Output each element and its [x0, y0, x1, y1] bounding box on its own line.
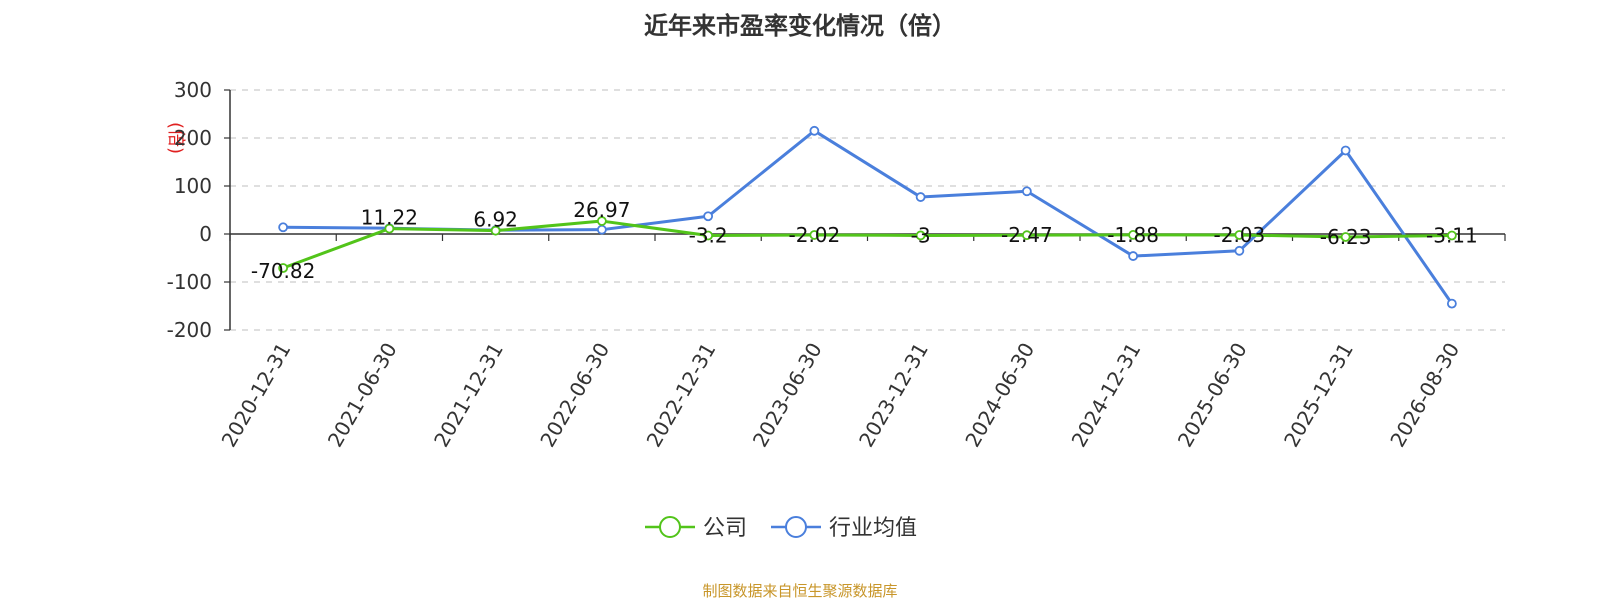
y-tick-label: 100: [174, 174, 212, 198]
grid-lines: [230, 89, 1505, 331]
x-tick-label: 2020-12-31: [217, 339, 296, 452]
legend-circle-icon: [785, 516, 807, 538]
data-label: -2.47: [1001, 223, 1053, 247]
point-industry[interactable]: [596, 224, 607, 235]
x-tick-label: 2022-06-30: [535, 339, 614, 452]
legend-item-industry[interactable]: 行业均值: [771, 516, 917, 541]
point-company[interactable]: [278, 263, 289, 273]
x-tick-label: 2022-12-31: [642, 339, 721, 452]
point-company[interactable]: [1446, 230, 1457, 241]
point-industry[interactable]: [1021, 186, 1032, 197]
y-tick-label: 200: [174, 126, 212, 150]
data-label: 11.22: [361, 206, 418, 230]
point-industry[interactable]: [278, 222, 289, 233]
x-tick-label: 2026-08-30: [1385, 339, 1464, 452]
x-tick-label: 2023-12-31: [854, 339, 933, 452]
legend[interactable]: 公司 行业均值: [645, 516, 917, 541]
x-tick-label: 2025-06-30: [1173, 339, 1252, 452]
data-label: -2.03: [1214, 223, 1266, 247]
point-industry[interactable]: [915, 192, 926, 202]
series-group: [278, 125, 1457, 309]
point-company[interactable]: [1128, 230, 1139, 240]
y-tick-label: 0: [199, 222, 212, 246]
y-tick-labels: 300 200 100 0 -100 -200: [167, 78, 212, 342]
point-company[interactable]: [384, 223, 395, 234]
point-company[interactable]: [1234, 230, 1245, 240]
chart-title: 近年来市盈率变化情况（倍）: [644, 12, 956, 40]
x-tick-label: 2025-12-31: [1279, 339, 1358, 452]
point-industry[interactable]: [1446, 298, 1457, 309]
legend-label: 公司: [703, 516, 747, 541]
x-tick-label: 2024-12-31: [1067, 339, 1146, 452]
y-axis-label: (倍): [165, 122, 186, 154]
data-label: -3.2: [689, 224, 728, 248]
data-label: -70.82: [251, 259, 315, 283]
source-note: 制图数据来自恒生聚源数据库: [702, 582, 898, 600]
x-tick-label: 2021-12-31: [429, 339, 508, 452]
legend-label: 行业均值: [829, 516, 917, 541]
point-industry[interactable]: [1128, 251, 1139, 261]
legend-circle-icon: [659, 516, 681, 538]
x-tick-label: 2023-06-30: [748, 339, 827, 452]
data-label: -2.02: [789, 223, 841, 247]
data-label: -6.23: [1320, 225, 1372, 249]
data-label: 26.97: [573, 198, 630, 222]
point-company[interactable]: [703, 230, 714, 241]
x-tick-labels: 2020-12-31 2021-06-30 2021-12-31 2022-06-30…: [217, 339, 1465, 452]
data-label: -1.88: [1107, 223, 1159, 247]
point-company[interactable]: [1021, 230, 1032, 241]
x-tick-label: 2021-06-30: [323, 339, 402, 452]
y-tick-label: -100: [167, 270, 212, 294]
y-tick-label: 300: [174, 78, 212, 102]
point-industry[interactable]: [1340, 145, 1351, 156]
legend-item-company[interactable]: 公司: [645, 516, 747, 541]
data-labels: -70.82 11.22 6.92 26.97 -3.2 -2.02 -3 -2.47 -1.8…: [251, 198, 1478, 283]
y-tick-label: -200: [167, 318, 212, 342]
point-industry[interactable]: [809, 125, 820, 136]
data-label: 6.92: [473, 208, 518, 232]
data-label: -3: [911, 223, 931, 247]
series-line-industry: [283, 129, 1454, 305]
point-company[interactable]: [915, 230, 926, 241]
x-tick-label: 2024-06-30: [960, 339, 1039, 452]
point-industry[interactable]: [1234, 245, 1245, 256]
point-company[interactable]: [1340, 232, 1351, 242]
point-company[interactable]: [596, 216, 607, 226]
series-line-company: [282, 219, 1452, 270]
point-industry[interactable]: [703, 211, 714, 222]
point-company[interactable]: [490, 225, 501, 236]
point-company[interactable]: [809, 230, 820, 240]
line-chart: (倍) 300 200 100 0 -100 -200 2020-12-31 2021-06…: [165, 78, 1506, 541]
data-label: -3.11: [1426, 223, 1478, 247]
